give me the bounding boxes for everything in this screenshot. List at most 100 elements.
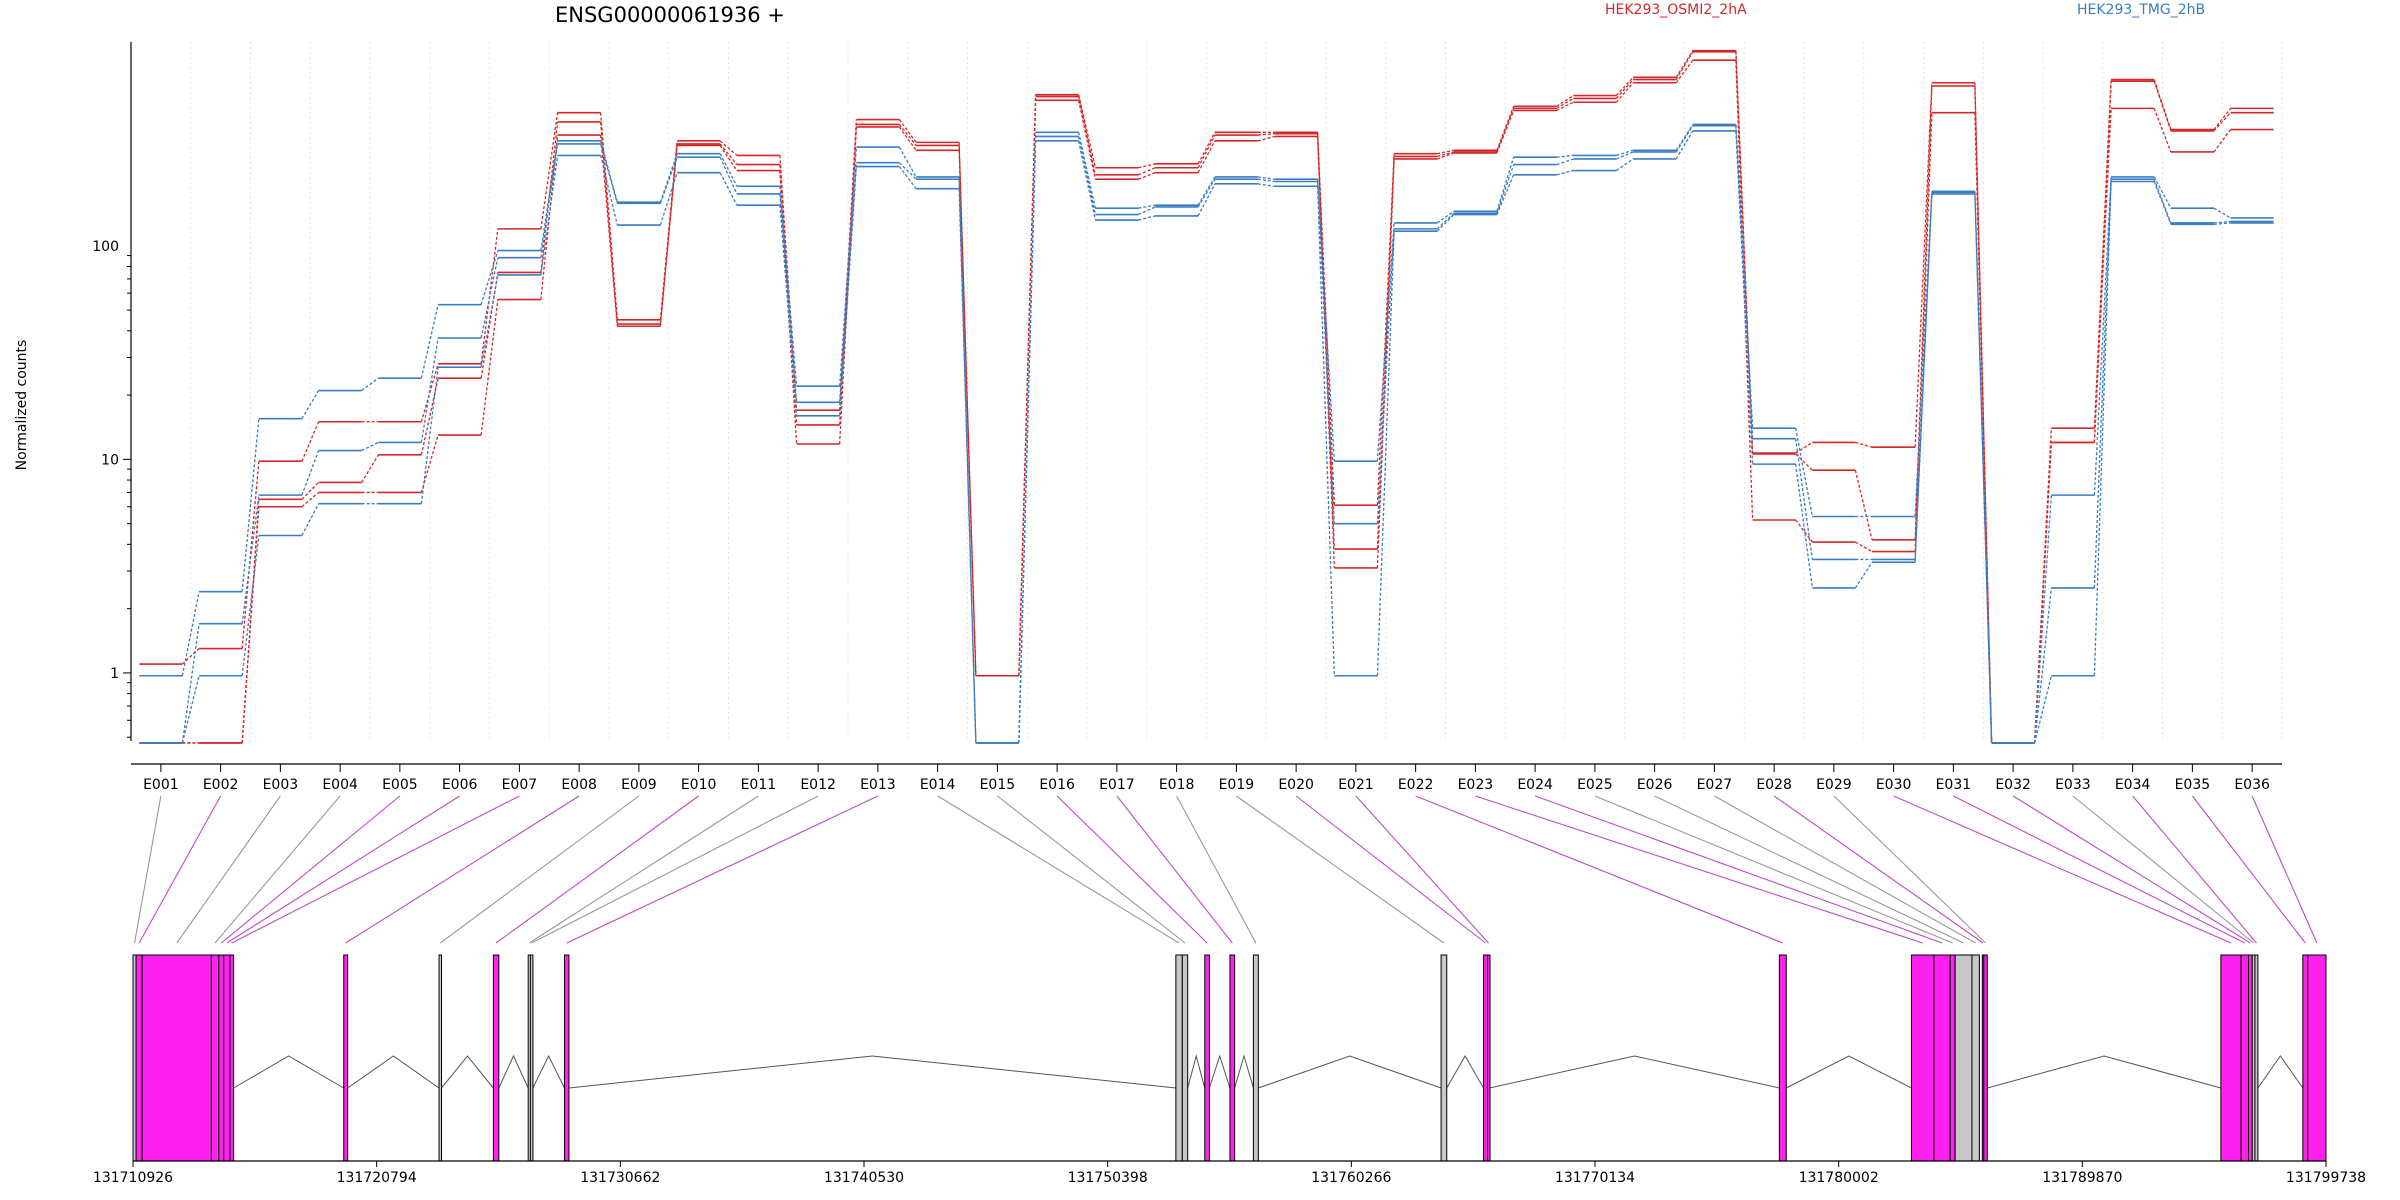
series-connector bbox=[1914, 112, 1933, 552]
series-connector bbox=[241, 418, 260, 592]
series-connector bbox=[540, 140, 559, 251]
exon-box bbox=[1440, 954, 1448, 1162]
series-connector bbox=[1138, 167, 1156, 176]
series-connector bbox=[2093, 108, 2112, 443]
series-connector bbox=[2153, 176, 2172, 209]
series-connector bbox=[301, 491, 320, 508]
series-connector bbox=[779, 205, 798, 416]
x-tick-label: E035 bbox=[2175, 777, 2211, 793]
series-connector bbox=[1914, 192, 1933, 560]
exon-box bbox=[1252, 954, 1259, 1162]
series-connector bbox=[1138, 204, 1156, 209]
x-tick-label: E001 bbox=[143, 777, 179, 793]
y-tick-label: 1 bbox=[110, 666, 119, 682]
series-connector bbox=[659, 172, 678, 226]
series-connector bbox=[1794, 438, 1814, 560]
series-1 bbox=[139, 49, 2274, 744]
series-connector bbox=[1496, 106, 1515, 151]
exon-box bbox=[529, 954, 534, 1162]
series-connector bbox=[1735, 60, 1754, 521]
exon-link bbox=[2072, 795, 2254, 944]
series-connector bbox=[2213, 220, 2231, 224]
series-connector bbox=[659, 156, 678, 204]
series-connector bbox=[181, 591, 200, 676]
series-connector bbox=[1675, 51, 1694, 80]
series-connector bbox=[1675, 130, 1694, 160]
coordinate-tick-label: 131750398 bbox=[1068, 1170, 1148, 1186]
exon-box bbox=[2248, 954, 2253, 1162]
x-tick-label: E006 bbox=[442, 777, 478, 793]
exon-link bbox=[1714, 795, 1976, 944]
series-connector bbox=[2034, 675, 2052, 744]
exon-link bbox=[214, 795, 341, 944]
series-connector bbox=[540, 155, 559, 276]
series-connector bbox=[1316, 179, 1336, 462]
series-connector bbox=[1077, 96, 1097, 175]
series-connector bbox=[2153, 79, 2172, 130]
x-tick-label: E003 bbox=[263, 777, 299, 793]
series-connector bbox=[1854, 561, 1873, 589]
y-tick-label: 100 bbox=[92, 239, 119, 255]
exon-link bbox=[2012, 795, 2251, 944]
series-connector bbox=[1257, 133, 1275, 136]
plot-axes: 1 10 100 E001 E002 E003 E004 E005 E006 E007 E008 E0… bbox=[92, 42, 2282, 793]
x-tick-label: E036 bbox=[2234, 777, 2270, 793]
series-connector bbox=[1197, 178, 1216, 208]
intron bbox=[1489, 1055, 1780, 1089]
exon-box bbox=[1229, 954, 1236, 1162]
series-connector bbox=[181, 623, 200, 744]
intron bbox=[1234, 1054, 1254, 1089]
series-connector bbox=[719, 143, 738, 166]
series-connector bbox=[1257, 183, 1275, 187]
x-tick-label: E014 bbox=[920, 777, 956, 793]
series-connector bbox=[1675, 125, 1694, 153]
series-connector bbox=[1795, 453, 1813, 471]
series-connector bbox=[1914, 193, 1933, 563]
series-connector bbox=[1675, 124, 1694, 151]
x-tick-label: E019 bbox=[1219, 777, 1255, 793]
series-connector bbox=[1974, 193, 1993, 743]
exon-box bbox=[438, 954, 443, 1162]
exon-link bbox=[1475, 795, 1923, 944]
series-connector bbox=[719, 153, 738, 187]
chart-title: ENSG00000061936 + bbox=[555, 3, 785, 27]
series-connector bbox=[600, 155, 618, 226]
series-connector bbox=[1197, 176, 1216, 206]
series-connector bbox=[2213, 112, 2232, 132]
intron bbox=[1208, 1054, 1231, 1089]
exon-link bbox=[2132, 795, 2257, 944]
intron bbox=[1786, 1055, 1912, 1089]
series-connector bbox=[2153, 181, 2172, 225]
series-connector bbox=[1257, 135, 1275, 142]
series-connector bbox=[1615, 76, 1634, 97]
x-tick-label: E030 bbox=[1876, 777, 1912, 793]
exon-box bbox=[1954, 954, 1973, 1162]
series-connector bbox=[1615, 82, 1634, 103]
exon-box bbox=[2307, 954, 2327, 1162]
exon-box bbox=[1204, 954, 1210, 1162]
series-connector bbox=[2093, 179, 2112, 588]
exon-box bbox=[1910, 954, 1935, 1162]
series-connector bbox=[1138, 172, 1156, 180]
series-connector bbox=[1018, 140, 1037, 743]
series-connector bbox=[480, 257, 499, 339]
x-tick-label: E011 bbox=[741, 777, 777, 793]
exon-box bbox=[223, 954, 231, 1162]
exon-link bbox=[1594, 795, 1953, 944]
x-tick-label: E007 bbox=[502, 777, 538, 793]
exon-link bbox=[531, 795, 819, 944]
coordinate-tick-label: 131770134 bbox=[1555, 1170, 1635, 1186]
series-connector bbox=[838, 126, 858, 445]
exon-link bbox=[1056, 795, 1208, 944]
series-connector bbox=[1078, 132, 1096, 209]
series-connector bbox=[1316, 186, 1336, 676]
exon-box bbox=[2240, 954, 2250, 1162]
series-connector bbox=[1376, 228, 1395, 524]
series-connector bbox=[600, 143, 618, 204]
coordinate-tick-label: 131730662 bbox=[580, 1170, 660, 1186]
exon-link bbox=[220, 795, 401, 944]
exon-box bbox=[1949, 954, 1956, 1162]
exon-link bbox=[1893, 795, 2232, 944]
series-connector bbox=[2153, 178, 2172, 224]
